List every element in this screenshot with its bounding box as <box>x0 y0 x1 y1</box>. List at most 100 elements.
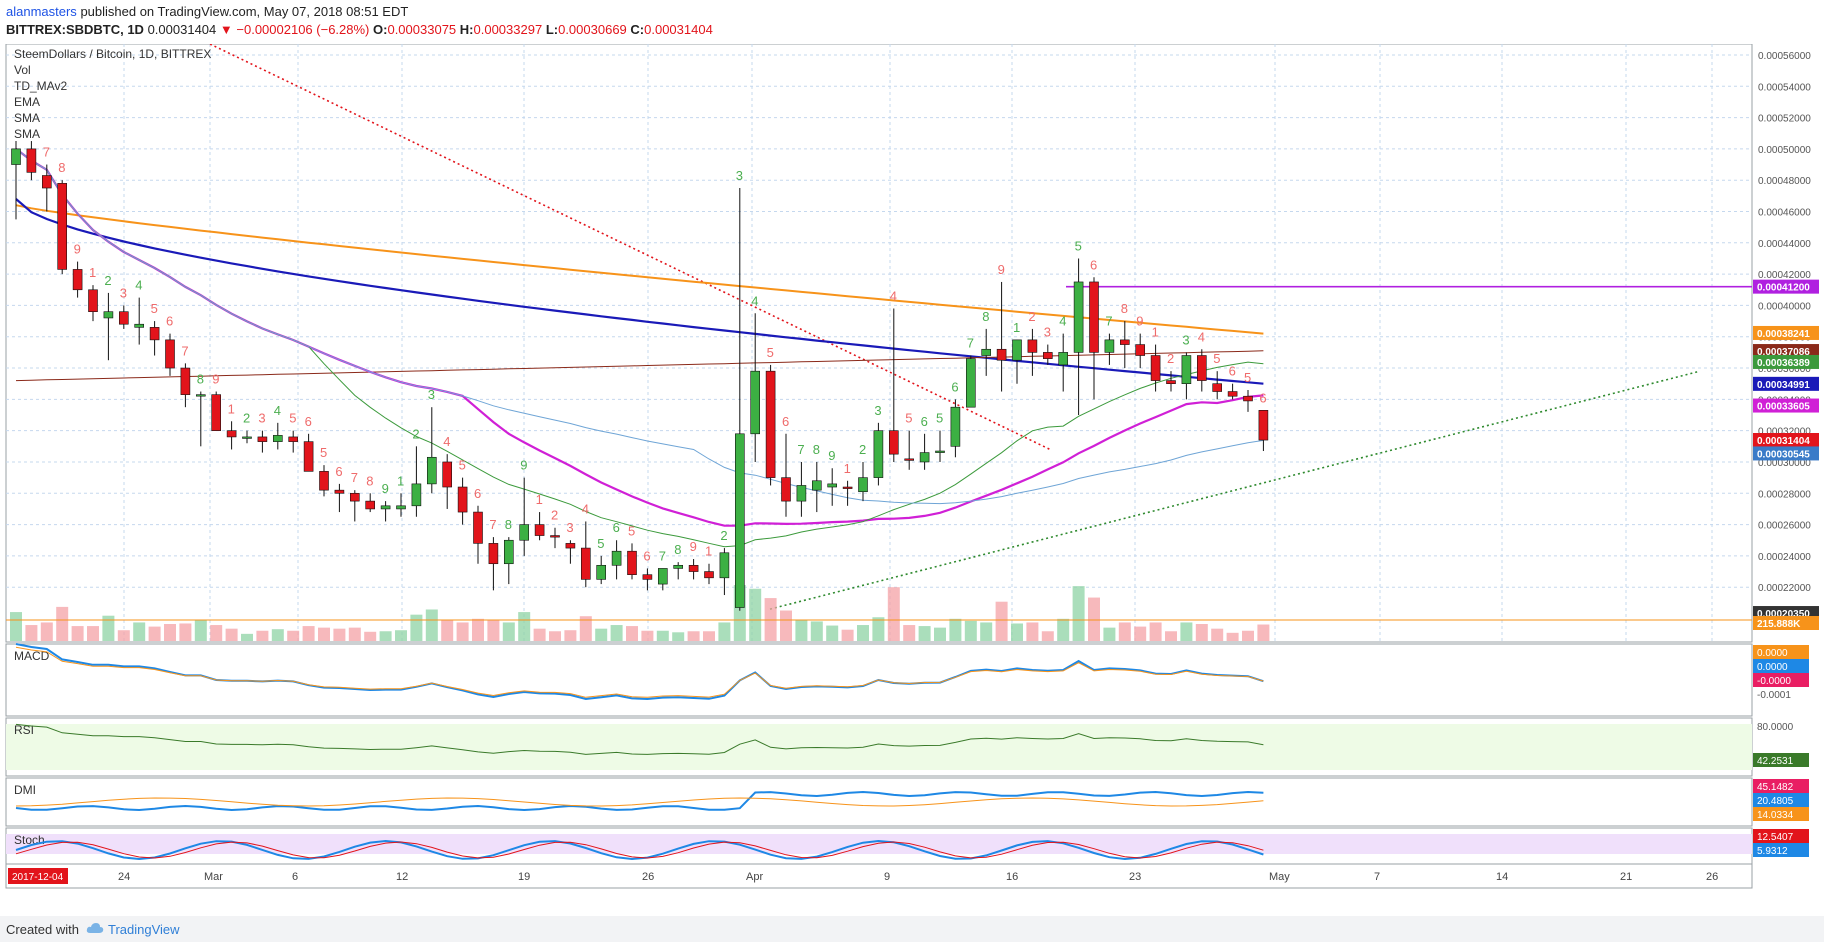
td-count-label: 7 <box>181 343 188 358</box>
candle-body <box>334 489 345 494</box>
x-tick-label: Mar <box>204 871 223 883</box>
td-count-label: 9 <box>998 262 1005 277</box>
volume-bar <box>271 629 284 641</box>
author-link[interactable]: alanmasters <box>6 4 77 19</box>
td-count-label: 3 <box>566 520 573 535</box>
td-count-label: 8 <box>982 309 989 324</box>
td-count-label: 2 <box>859 442 866 457</box>
x-tick-label: 7 <box>1374 871 1380 883</box>
volume-bar <box>40 622 53 641</box>
td-count-label: 4 <box>1198 329 1205 344</box>
volume-bar <box>1180 622 1193 641</box>
volume-bar <box>1088 597 1100 641</box>
price-tick-label: 0.00022000 <box>1758 583 1811 594</box>
volume-bar <box>826 625 839 641</box>
volume-bar <box>1211 628 1224 641</box>
time-axis-labels: 2017-12-04 24 Mar 6 12 19 26 Apr 9 16 23 May 7 14 21 26 <box>8 868 1718 884</box>
candle-body <box>627 550 637 575</box>
td-count-label: 2 <box>1028 309 1035 324</box>
td-count-label: 8 <box>58 160 65 175</box>
volume-bar <box>964 620 977 641</box>
candle-body <box>657 568 668 585</box>
td-count-label: 6 <box>474 486 481 501</box>
sma-100-line <box>15 198 1264 385</box>
td-count-label: 5 <box>767 345 774 360</box>
td-count-label: 5 <box>320 445 327 460</box>
indicator-value-label: 20.4805 <box>1757 796 1794 807</box>
volume-bar <box>1057 618 1070 641</box>
candle-body <box>1166 380 1176 385</box>
td-count-label: 6 <box>1259 390 1266 405</box>
candle-body <box>149 327 160 341</box>
indicator-value-label: -0.0001 <box>1757 690 1791 701</box>
candle-body <box>519 524 530 541</box>
volume-bar <box>610 625 623 641</box>
volume-bar <box>626 626 638 641</box>
td-count-label: 6 <box>166 314 173 329</box>
volume-bar <box>1026 622 1039 641</box>
volume-bar <box>1103 627 1116 641</box>
candle-body <box>272 435 283 442</box>
indicator-value-label: 0.0000 <box>1757 648 1788 659</box>
volume-bar <box>1226 632 1239 641</box>
volume-bar <box>456 622 469 641</box>
indicator-value-label: 45.1482 <box>1757 782 1794 793</box>
td-count-label: 8 <box>1121 301 1128 316</box>
trendlines <box>209 44 1752 610</box>
candle-body <box>380 505 391 510</box>
candle-body <box>257 436 268 442</box>
close-label: C: <box>630 22 645 37</box>
indicator-signal-line <box>15 646 1264 698</box>
volume-bar <box>302 626 315 641</box>
price-tick-label: 0.00044000 <box>1758 239 1811 250</box>
indicator-value-label: 5.9312 <box>1757 846 1788 857</box>
td-count-label: 1 <box>536 492 543 507</box>
price-label-text: 0.00020350 <box>1757 609 1810 620</box>
indicator-value-label: 80.0000 <box>1757 722 1794 733</box>
indicator-value-label: 42.2531 <box>1757 756 1794 767</box>
td-count-label: 6 <box>782 414 789 429</box>
td-count-label: 9 <box>690 539 697 554</box>
candle-body <box>457 486 468 513</box>
indicator-panes: MACD 0.0000 0.0000 -0.0000 -0.0001 RSI 80.0000… <box>5 643 1809 865</box>
td-count-label: 6 <box>613 520 620 535</box>
time-axis[interactable] <box>5 863 1753 889</box>
x-tick-label: 16 <box>1006 871 1018 883</box>
descending-trendline <box>209 44 1051 451</box>
candle-body <box>57 183 68 270</box>
x-tick-label: 19 <box>518 871 530 883</box>
td-count-label: 6 <box>335 464 342 479</box>
candle-body <box>1058 352 1068 366</box>
indicator-value-badge <box>1753 645 1809 659</box>
candle-body <box>750 370 761 435</box>
candle-body <box>996 348 1007 361</box>
td-count-label: 9 <box>212 372 219 387</box>
volume-bar <box>10 612 22 641</box>
price-tick-label: 0.00048000 <box>1758 176 1811 187</box>
price-label-badge <box>1753 398 1819 413</box>
td-count-label: 3 <box>258 411 265 426</box>
td-count-label: 1 <box>397 473 404 488</box>
candle-body <box>1197 355 1207 381</box>
volume-bar <box>487 620 500 641</box>
volume-bar <box>56 606 69 641</box>
candle-body <box>550 535 560 538</box>
candle-body <box>935 450 945 453</box>
indicator-value-badge <box>1753 753 1809 767</box>
td-count-label: 7 <box>351 470 358 485</box>
td-count-label: 6 <box>1090 257 1097 272</box>
volume-bar <box>210 625 223 641</box>
volume-bar <box>1242 630 1254 641</box>
td-count-label: 1 <box>844 461 851 476</box>
candle-body <box>842 486 853 489</box>
volume-bar <box>749 588 762 641</box>
candle-body <box>873 430 884 478</box>
main-pane[interactable] <box>5 44 1753 643</box>
x-tick-label: Apr <box>746 871 763 883</box>
x-tick-label: 26 <box>1706 871 1718 883</box>
volume-bar <box>949 618 962 641</box>
volume-bar <box>980 622 993 641</box>
tradingview-brand-link[interactable]: TradingView <box>108 922 180 937</box>
td-count-label: 4 <box>443 434 450 449</box>
